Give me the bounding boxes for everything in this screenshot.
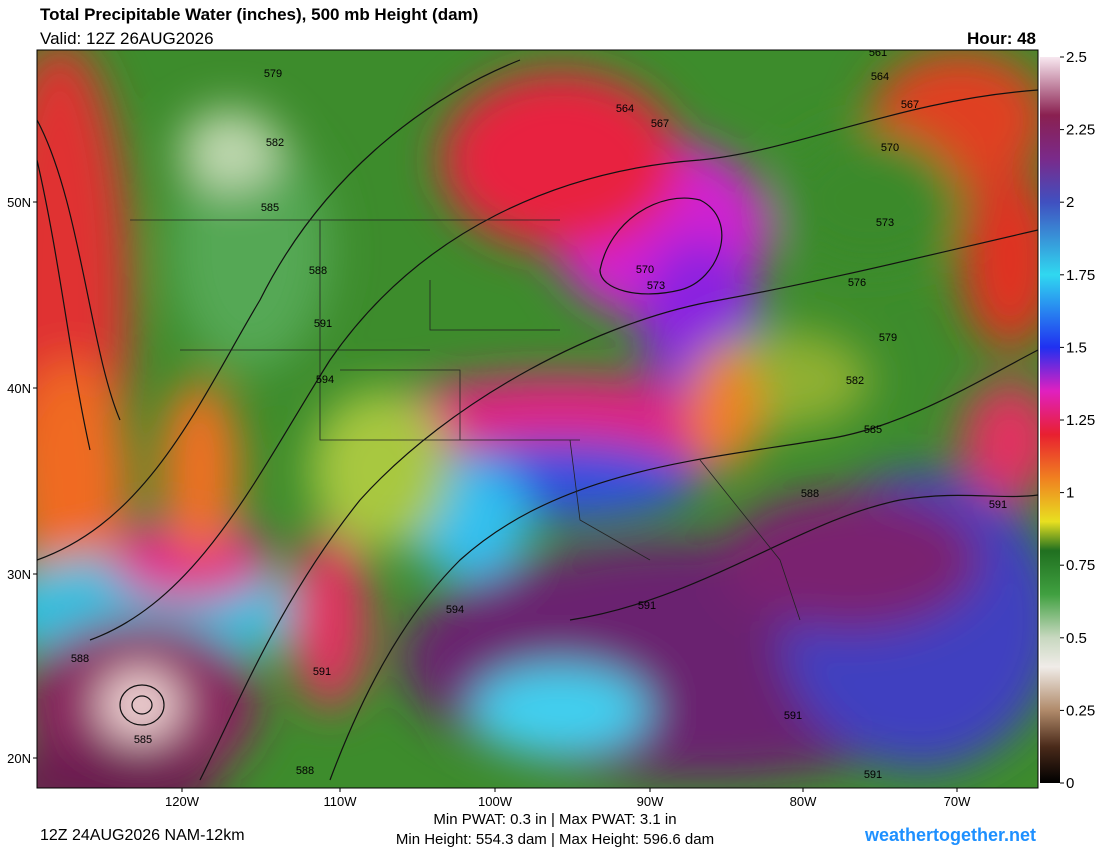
contour-label: 582	[846, 375, 864, 387]
pwat-blob	[290, 530, 370, 710]
lon-label: 80W	[790, 794, 817, 809]
colorbar-tick-label: 2.5	[1066, 49, 1087, 66]
lon-label: 120W	[165, 794, 200, 809]
pwat-blob	[37, 745, 220, 788]
lon-label: 90W	[637, 794, 664, 809]
colorbar-tick-label: 1.25	[1066, 412, 1095, 429]
state-border	[699, 459, 801, 621]
pwat-blob	[100, 670, 180, 740]
contour-label: 591	[313, 666, 331, 678]
pwat-blob	[37, 360, 130, 600]
lat-label: 50N	[7, 195, 31, 210]
contour-label: 591	[864, 769, 882, 781]
contour-label: 591	[989, 499, 1007, 511]
colorbar-tick-label: 0	[1066, 775, 1074, 792]
contour-label: 594	[446, 604, 464, 616]
valid-time: Valid: 12Z 26AUG2026	[40, 29, 214, 48]
pwat-blob	[720, 490, 980, 630]
colorbar	[1040, 57, 1060, 783]
contour-label: 585	[134, 734, 152, 746]
pwat-blob	[110, 520, 270, 600]
lat-label: 30N	[7, 567, 31, 582]
contour-label: 588	[296, 765, 314, 777]
title: Total Precipitable Water (inches), 500 m…	[40, 5, 478, 24]
contour-label: 582	[266, 137, 284, 149]
contour-label: 579	[264, 68, 282, 80]
pwat-range: Min PWAT: 0.3 in | Max PWAT: 3.1 in	[433, 811, 676, 828]
colorbar-tick-label: 0.25	[1066, 702, 1095, 719]
pwat-blob	[440, 70, 680, 250]
height-contour	[131, 695, 153, 715]
model-run: 12Z 24AUG2026 NAM-12km	[40, 827, 245, 844]
height-contour	[329, 349, 1038, 781]
height-range: Min Height: 554.3 dam | Max Height: 596.…	[396, 831, 714, 848]
axes: 50N 40N 30N 20N 120W 110W 100W 90W 80W 70W 0 0.25 0.…	[7, 49, 1095, 809]
contour-label: 585	[261, 202, 279, 214]
forecast-hour: Hour: 48	[967, 29, 1036, 48]
lat-label: 20N	[7, 751, 31, 766]
lon-label: 70W	[944, 794, 971, 809]
contour-label: 561	[869, 47, 887, 59]
pwat-blob	[170, 130, 330, 370]
colorbar-tick-label: 2	[1066, 194, 1074, 211]
pwat-blob	[470, 665, 650, 755]
state-border	[340, 369, 461, 440]
height-contour	[37, 159, 91, 451]
map: 579 582 585 588 591 594 564 567 570 573 561 564 567 5…	[37, 47, 1038, 788]
state-border	[429, 280, 560, 331]
height-contour	[119, 684, 165, 726]
contour-label: 591	[314, 318, 332, 330]
lon-label: 110W	[324, 794, 358, 809]
site-link[interactable]: weathertogether.net	[864, 825, 1036, 845]
colorbar-tick-label: 1.75	[1066, 267, 1095, 284]
height-contour	[199, 229, 1038, 781]
contour-label: 567	[901, 99, 919, 111]
pwat-blob	[180, 110, 280, 190]
colorbar-tick-label: 2.25	[1066, 122, 1095, 139]
contour-label: 576	[848, 277, 866, 289]
contour-label: 588	[309, 265, 327, 277]
height-contour	[37, 119, 121, 421]
contour-labels: 579 582 585 588 591 594 564 567 570 573 561 564 567 5…	[71, 47, 1007, 781]
contour-label: 591	[784, 710, 802, 722]
pwat-blob	[960, 380, 1038, 500]
lon-label: 100W	[478, 794, 513, 809]
contour-label: 579	[879, 332, 897, 344]
contour-label: 588	[801, 488, 819, 500]
pwat-blob	[690, 350, 760, 470]
pwat-blob	[160, 380, 240, 560]
height-contour	[599, 197, 723, 295]
contour-label: 591	[638, 600, 656, 612]
contour-label: 585	[864, 424, 882, 436]
contour-label: 573	[647, 280, 665, 292]
height-contour	[569, 494, 1038, 621]
pwat-blob	[780, 130, 960, 270]
contour-label: 570	[881, 142, 899, 154]
contour-label: 567	[651, 118, 669, 130]
contour-label: 564	[871, 71, 889, 83]
height-contour	[37, 59, 521, 561]
pwat-blob	[960, 170, 1038, 350]
lat-label: 40N	[7, 381, 31, 396]
colorbar-tick-label: 0.5	[1066, 630, 1087, 647]
contour-label: 573	[876, 217, 894, 229]
state-border	[319, 220, 580, 441]
contour-label: 564	[616, 103, 634, 115]
map-frame	[36, 49, 1039, 789]
contour-label: 588	[71, 653, 89, 665]
contour-label: 594	[316, 374, 334, 386]
colorbar-tick-label: 0.75	[1066, 557, 1095, 574]
state-border	[569, 439, 651, 561]
borders	[130, 219, 801, 621]
colorbar-tick-label: 1	[1066, 485, 1074, 502]
pwat-blob	[310, 390, 450, 550]
contour-label: 570	[636, 264, 654, 276]
colorbar-tick-label: 1.5	[1066, 339, 1087, 356]
